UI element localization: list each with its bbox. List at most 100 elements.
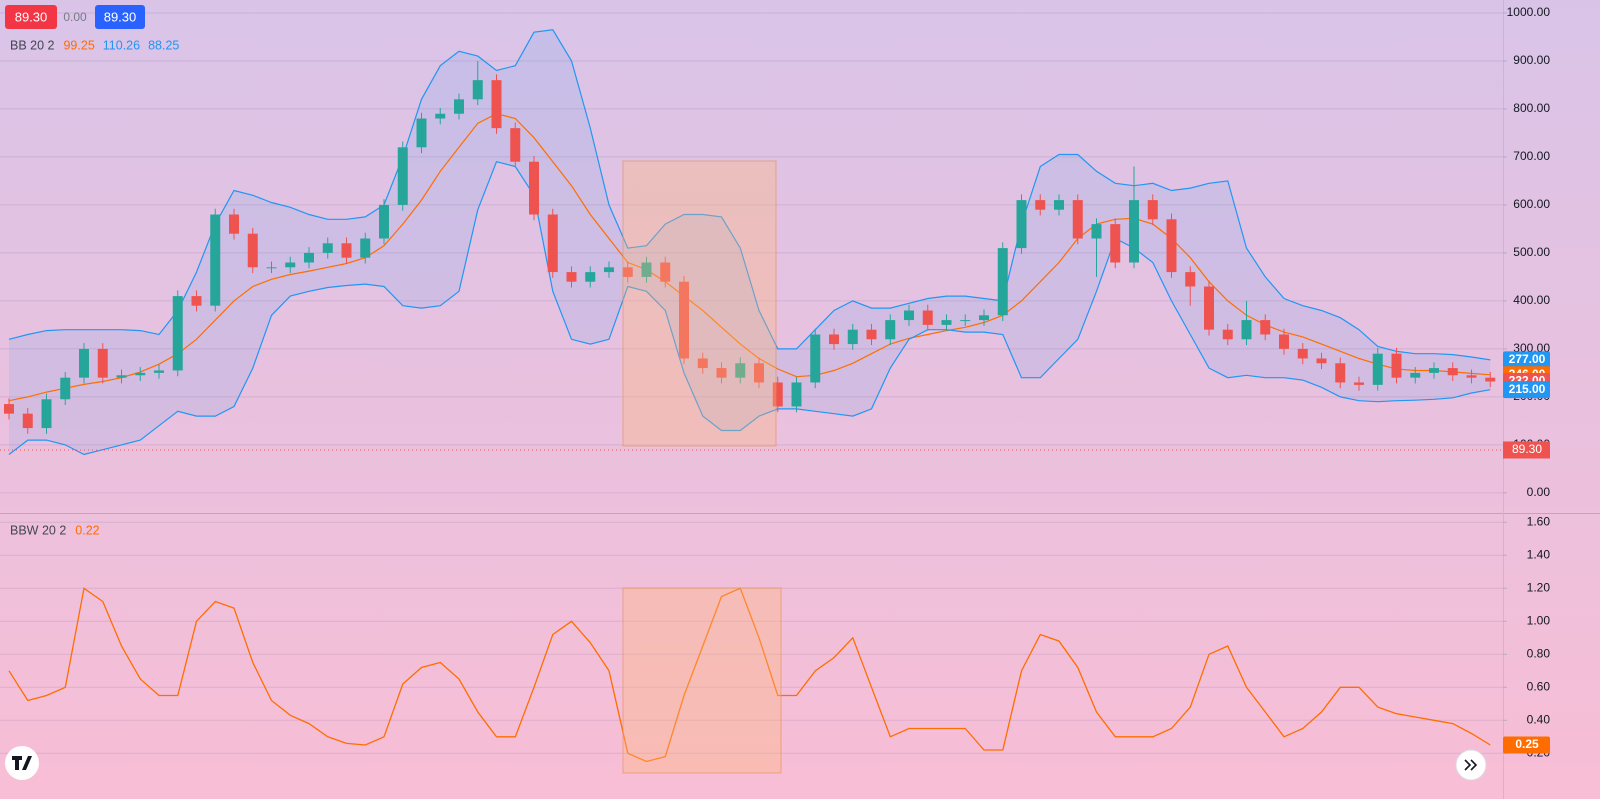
candle-body: [1354, 382, 1364, 385]
candle-body: [416, 118, 427, 148]
candle-body: [116, 375, 127, 378]
candle-body: [1260, 320, 1271, 335]
candle-body: [1129, 200, 1139, 263]
band-middle: [8, 113, 1491, 402]
candle-body: [1447, 368, 1458, 376]
price-pane: [0, 12, 1503, 494]
value-badge-label: 277.00: [1509, 352, 1546, 366]
candle-body: [791, 382, 802, 407]
candle-body: [1297, 348, 1308, 359]
axes: 0.00100.00200.00300.00400.00500.00600.00…: [10, 5, 1550, 759]
candle-body: [941, 320, 952, 325]
candle-body: [660, 262, 671, 282]
value-badge-label: 0.25: [1515, 737, 1539, 751]
price-badge-label: 89.30: [1512, 442, 1542, 456]
legend-title: BBW 20 2: [10, 523, 66, 537]
candle-body: [510, 128, 521, 162]
value-badge: [1503, 381, 1550, 399]
candle-body: [266, 267, 277, 269]
y-tick-label: 0.40: [1527, 712, 1551, 726]
band-upper: [8, 29, 1491, 361]
buy-button[interactable]: [95, 5, 145, 29]
scroll-button[interactable]: [1455, 749, 1487, 781]
candle-body: [735, 363, 746, 378]
candle-body: [79, 348, 89, 378]
candle-body: [622, 267, 633, 277]
candle-body: [22, 413, 33, 429]
candle-body: [566, 272, 577, 282]
sell-price: 89.30: [15, 9, 48, 24]
candle-body: [1335, 363, 1346, 383]
y-tick-label: 800.00: [1513, 101, 1550, 115]
candle-body: [979, 315, 989, 321]
candle-body: [1279, 334, 1289, 349]
candle-body: [829, 334, 839, 345]
candle-body: [1466, 375, 1477, 378]
candle-body: [210, 214, 221, 306]
candle-body: [491, 80, 502, 129]
y-tick-label: 0.80: [1527, 646, 1551, 660]
candle-body: [1147, 200, 1158, 220]
candle-body: [847, 329, 858, 345]
candle-body: [1429, 368, 1439, 373]
sell-button[interactable]: [5, 5, 57, 29]
bbw-line: [8, 587, 1491, 763]
candle-body: [1072, 200, 1083, 239]
candle-body: [1054, 200, 1064, 210]
bbw-pane: [0, 521, 1503, 763]
candle-body: [922, 310, 933, 325]
y-tick-label: 0.60: [1527, 679, 1551, 693]
y-tick-label: 700.00: [1513, 149, 1550, 163]
band-lower: [8, 160, 1491, 456]
price-badge: [1503, 441, 1550, 459]
candle-body: [191, 296, 202, 306]
candle-body: [454, 99, 464, 114]
candle-body: [435, 113, 446, 119]
candle-body: [60, 377, 71, 400]
value-badge: [1503, 736, 1550, 754]
highlight-box: [622, 587, 782, 774]
candle-body: [585, 272, 596, 282]
candle-body: [4, 404, 14, 414]
y-tick-label: 0.00: [1527, 485, 1551, 499]
y-tick-label: 600.00: [1513, 197, 1550, 211]
candle-body: [135, 372, 146, 376]
y-tick-label: 1000.00: [1507, 5, 1551, 19]
legend-title: BB 20 2: [10, 38, 55, 52]
candle-body: [285, 262, 296, 268]
legend-readout: 0.22: [75, 523, 99, 537]
candle-body: [172, 296, 183, 371]
candle-body: [1035, 200, 1046, 210]
candle-body: [529, 161, 539, 215]
y-tick-label: 900.00: [1513, 53, 1550, 67]
candle-body: [641, 262, 652, 277]
logo-circle: [5, 746, 39, 780]
y-tick-label: 1.20: [1527, 580, 1551, 594]
legend-readout: 110.26: [103, 38, 140, 52]
candle-body: [604, 267, 614, 273]
candle-body: [1110, 224, 1121, 263]
y-tick-label: 1.60: [1527, 514, 1551, 528]
candle-body: [754, 363, 764, 383]
candle-body: [1185, 272, 1196, 287]
candle-body: [397, 147, 408, 205]
candle-body: [904, 310, 914, 321]
candle-body: [322, 243, 333, 253]
candle-body: [1391, 353, 1402, 378]
candle-body: [97, 348, 108, 378]
candle-body: [379, 204, 389, 239]
toolbar: 89.30 0.00 89.30: [5, 5, 145, 29]
candle-body: [1166, 219, 1177, 273]
candle-body: [866, 329, 877, 340]
candle-body: [997, 248, 1008, 316]
y-tick-label: 1.40: [1527, 547, 1551, 561]
candle-body: [716, 368, 727, 378]
candle-body: [229, 214, 239, 234]
value-badge-label: 215.00: [1509, 382, 1546, 396]
candle-body: [772, 382, 783, 407]
candle-body: [960, 320, 971, 322]
candle-body: [810, 334, 821, 383]
y-tick-label: 500.00: [1513, 245, 1550, 259]
candle-body: [679, 281, 689, 359]
